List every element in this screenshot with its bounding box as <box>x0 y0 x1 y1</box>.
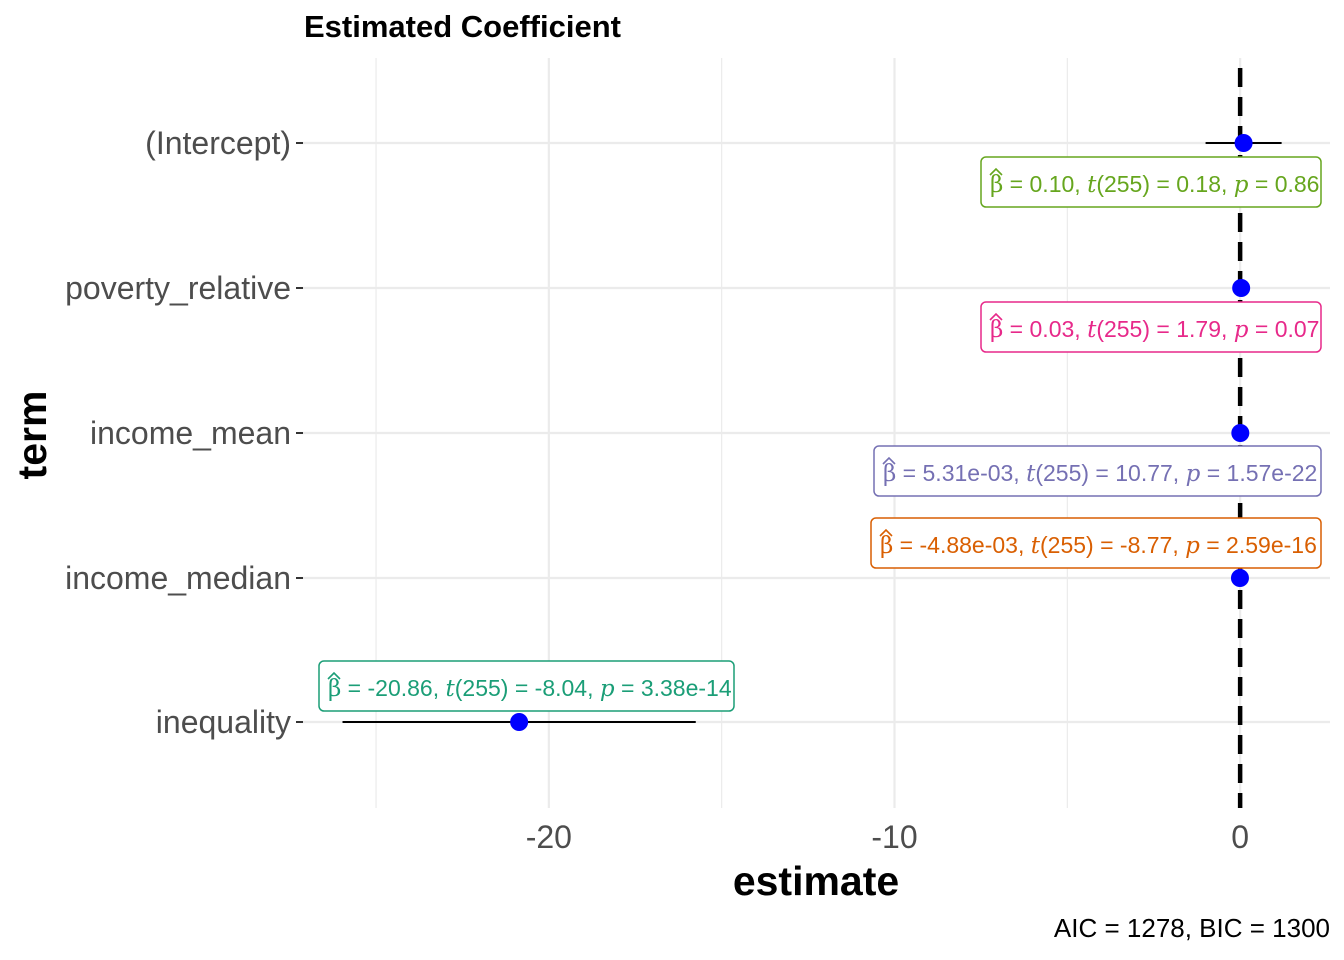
estimate-point <box>1231 424 1250 442</box>
label-text: β = -4.88e-03, t(255) = -8.77, p = 2.59e… <box>880 532 1317 559</box>
coefficient-label: β = -20.86, t(255) = -8.04, p = 3.38e-14 <box>318 660 735 712</box>
label-box <box>873 445 1322 497</box>
label-text: β = -20.86, t(255) = -8.04, p = 3.38e-14 <box>328 675 732 702</box>
label-text: β = 5.31e-03, t(255) = 10.77, p = 1.57e-… <box>883 460 1317 487</box>
hat-icon <box>327 671 341 680</box>
coefficient-label: β = -4.88e-03, t(255) = -8.77, p = 2.59e… <box>870 517 1322 569</box>
hat-icon <box>882 456 896 465</box>
coefficient-labels: β = 0.10, t(255) = 0.18, p = 0.86 β = 0.0… <box>318 156 1322 712</box>
model-fit-caption: AIC = 1278, BIC = 1300 <box>1054 913 1330 943</box>
x-tick-label: 0 <box>1231 819 1249 855</box>
x-axis-title: estimate <box>733 858 899 904</box>
estimate-point <box>1234 134 1253 152</box>
coefficient-label: β = 0.10, t(255) = 0.18, p = 0.86 <box>980 156 1322 208</box>
hat-icon <box>879 528 893 537</box>
hat-icon <box>989 167 1003 176</box>
y-tick-label: (Intercept) <box>145 125 291 161</box>
label-box <box>980 156 1322 208</box>
hat-icon <box>989 312 1003 321</box>
y-axis-title: term <box>9 391 55 480</box>
label-box <box>980 301 1322 353</box>
estimate-point <box>1230 569 1249 587</box>
coefficient-label: β = 5.31e-03, t(255) = 10.77, p = 1.57e-… <box>873 445 1322 497</box>
estimate-point <box>510 713 529 731</box>
label-text: β = 0.10, t(255) = 0.18, p = 0.86 <box>990 171 1319 198</box>
coefficient-marks <box>342 134 1282 731</box>
chart-title: Estimated Coefficient <box>304 9 621 44</box>
x-axis: -20 -10 0 <box>526 819 1249 855</box>
x-tick-label: -10 <box>871 819 917 855</box>
x-tick-label: -20 <box>526 819 572 855</box>
coefficient-label: β = 0.03, t(255) = 1.79, p = 0.07 <box>980 301 1322 353</box>
label-text: β = 0.03, t(255) = 1.79, p = 0.07 <box>990 316 1319 343</box>
y-tick-label: income_mean <box>90 415 291 451</box>
label-box <box>318 660 735 712</box>
estimate-point <box>1232 279 1251 297</box>
y-tick-label: poverty_relative <box>65 270 291 306</box>
y-axis: (Intercept) poverty_relative income_meanin… <box>65 125 303 740</box>
y-tick-label: inequality <box>156 704 291 740</box>
y-tick-label: income_median <box>65 560 291 596</box>
label-box <box>870 517 1322 569</box>
